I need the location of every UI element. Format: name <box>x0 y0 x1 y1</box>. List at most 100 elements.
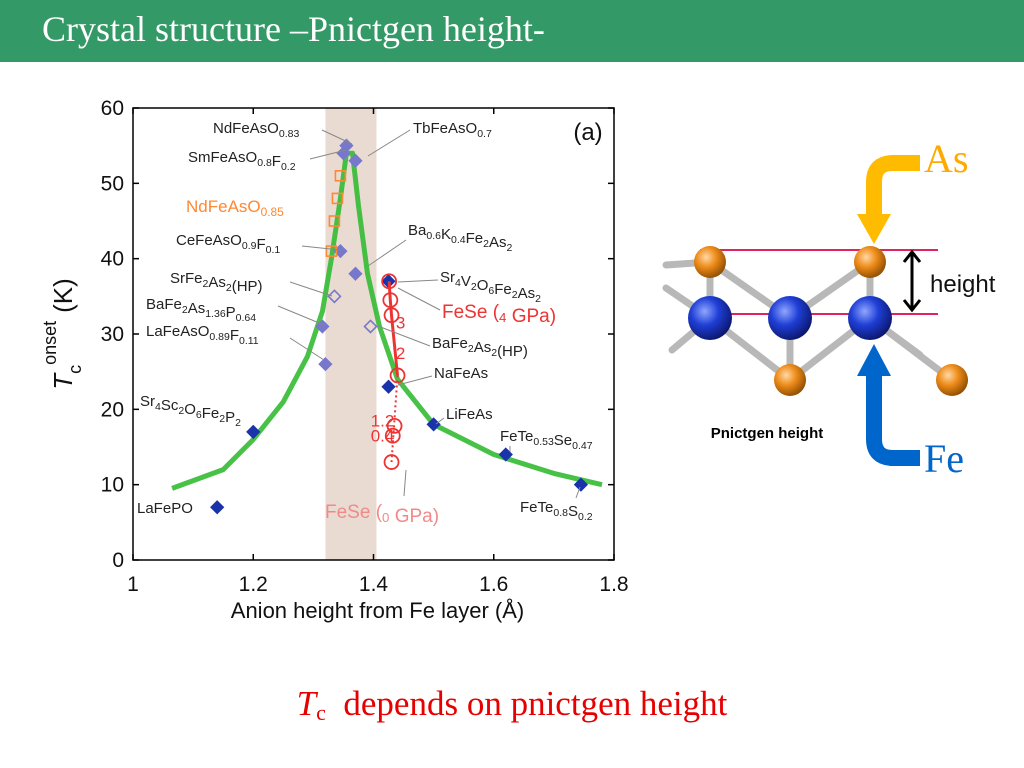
annotation-smfeaso: SmFeAsO0.8F0.2 <box>188 149 296 173</box>
as-atom <box>774 364 806 396</box>
annotation-cefeaso: CeFeAsO0.9F0.1 <box>176 232 280 256</box>
panel-label: (a) <box>573 119 602 146</box>
tc-vs-anion-height-chart: 1 1.2 1.4 1.6 1.8 0 10 20 30 40 50 60 Anion height f… <box>40 97 629 623</box>
ndfeaso085-point <box>325 245 338 257</box>
annotation-lafeaso: LaFeAsO0.89F0.11 <box>146 323 259 347</box>
leader-line-nafeas <box>397 375 433 386</box>
x-tick-label: 1.4 <box>359 573 389 596</box>
leader-line-cefeaso <box>301 245 341 251</box>
annotation-fese0: FeSe (0 GPa) <box>325 502 439 527</box>
data-point-NaFeAs <box>381 379 396 394</box>
slide-title: Crystal structure –Pnictgen height- <box>42 9 545 49</box>
ndfeaso085-point <box>331 192 344 205</box>
fe-atom <box>688 296 732 340</box>
leader-line-lifeas <box>435 417 445 425</box>
fe-atom <box>848 296 892 340</box>
diagram-caption: Pnictgen height <box>711 425 824 442</box>
as-atom <box>694 246 726 278</box>
data-point-TbFeAsO0.7 <box>348 153 363 168</box>
leader-line-sr4v <box>397 279 439 283</box>
annotation-fete053: FeTe0.53Se0.47 <box>500 428 593 452</box>
caption-text: depends on pnictgen height <box>343 684 728 723</box>
x-tick-label: 1.6 <box>479 573 508 596</box>
crystal-structure-diagram: height As Fe Pnictgen height <box>662 140 996 480</box>
leader-line-fete08 <box>575 486 581 499</box>
slide-caption: Tc depends on pnictgen height <box>0 684 1024 726</box>
leader-line-smfeaso <box>309 149 347 160</box>
annotation-fese4: FeSe (4 GPa) <box>442 302 556 327</box>
leader-line-tbfeaso <box>367 129 411 157</box>
x-tick-label: 1.8 <box>599 573 628 596</box>
x-tick-label: 1.2 <box>239 573 268 596</box>
annotation-tbfeaso: TbFeAsO0.7 <box>413 120 492 140</box>
y-tick-label: 30 <box>101 323 124 346</box>
y-tick-label: 60 <box>101 97 124 120</box>
fese-point <box>386 418 403 434</box>
annotation-lafepo: LaFePO <box>137 500 193 517</box>
x-axis-label: Anion height from Fe layer (Å) <box>231 598 524 623</box>
y-axis-sup: onset <box>40 321 60 365</box>
fese-point <box>384 427 401 444</box>
data-point-LaFePO <box>210 500 225 515</box>
caption-sub: c <box>316 700 326 725</box>
annotation-lifeas: LiFeAs <box>446 406 493 423</box>
as-arrow-icon <box>866 155 920 218</box>
annotation-bafe2as2hp: BaFe2As2(HP) <box>432 335 528 360</box>
as-arrowhead-icon <box>857 214 891 244</box>
data-point-FeTe0.53Se0.47 <box>498 447 513 462</box>
y-axis-sub: c <box>65 365 85 374</box>
x-tick-label: 1 <box>127 573 139 596</box>
data-point-Ba0.6K0.4Fe2As2 <box>348 266 363 281</box>
data-point-LaFeAsO0.89F0.11 <box>318 357 333 372</box>
y-tick-label: 40 <box>101 248 124 271</box>
leader-line-srfe2as2 <box>289 281 333 297</box>
data-point-FeTe0.8S0.2 <box>573 477 589 492</box>
slide-header: Crystal structure –Pnictgen height- <box>0 0 1024 62</box>
y-tick-label: 20 <box>101 398 124 421</box>
y-tick-label: 50 <box>101 172 124 195</box>
fese-pressure-label: 2 <box>396 344 405 363</box>
y-axis-t: T <box>48 372 78 390</box>
annotation-fete08: FeTe0.8S0.2 <box>520 499 593 523</box>
height-arrow-icon <box>902 249 922 313</box>
fese-point <box>389 367 406 384</box>
fese-point <box>383 307 400 324</box>
data-point-Sr4Sc2O6Fe2P2 <box>246 424 261 440</box>
height-label: height <box>930 271 996 298</box>
ndfeaso085-point <box>334 170 347 182</box>
fese-point <box>381 273 398 290</box>
fese-point <box>382 292 399 309</box>
annotation-bafe2as136: BaFe2As1.36P0.64 <box>146 296 256 324</box>
fe-arrowhead-icon <box>857 344 891 376</box>
fe-atom <box>768 296 812 340</box>
annotation-sr4v: Sr4V2O6Fe2As2 <box>440 269 541 305</box>
fese-pressure-label: 1.2 <box>371 412 395 431</box>
fe-label: Fe <box>924 436 964 480</box>
caption-t: T <box>296 684 317 723</box>
annotation-ndfeaso085: NdFeAsO0.85 <box>186 197 284 219</box>
fese-pressure-label: 3 <box>396 314 405 333</box>
data-point-BaFe2As2 (HP) <box>363 319 378 334</box>
as-label: As <box>924 140 968 181</box>
fese-pressure-label: 0.4 <box>371 427 395 446</box>
ndfeaso085-point <box>328 215 341 227</box>
y-tick-label: 0 <box>112 549 124 572</box>
leader-line-bak <box>367 239 407 267</box>
leader-line-bafe2as136 <box>277 305 325 326</box>
leader-line-fese0 <box>403 469 407 497</box>
annotation-nafeas: NaFeAs <box>434 365 488 382</box>
annotation-ndfeaso083: NdFeAsO0.83 <box>213 120 299 140</box>
y-tick-label: 10 <box>101 474 124 497</box>
y-axis-label-text: Tconset (K) <box>40 278 85 390</box>
leader-line-fese4 <box>397 287 441 311</box>
annotation-sr4sc: Sr4Sc2O6Fe2P2 <box>140 393 241 429</box>
annotation-srfe2as2: SrFe2As2(HP) <box>170 270 263 295</box>
as-atom <box>936 364 968 396</box>
as-atom <box>854 246 886 278</box>
leader-line-bafe2as2hp <box>377 325 431 347</box>
fese-point <box>383 454 400 470</box>
y-axis-label: Tconset (K) <box>40 278 85 390</box>
annotation-bak: Ba0.6K0.4Fe2As2 <box>408 222 512 254</box>
leader-line-ndfeaso083 <box>321 129 353 145</box>
fe-arrow-icon <box>866 372 920 466</box>
